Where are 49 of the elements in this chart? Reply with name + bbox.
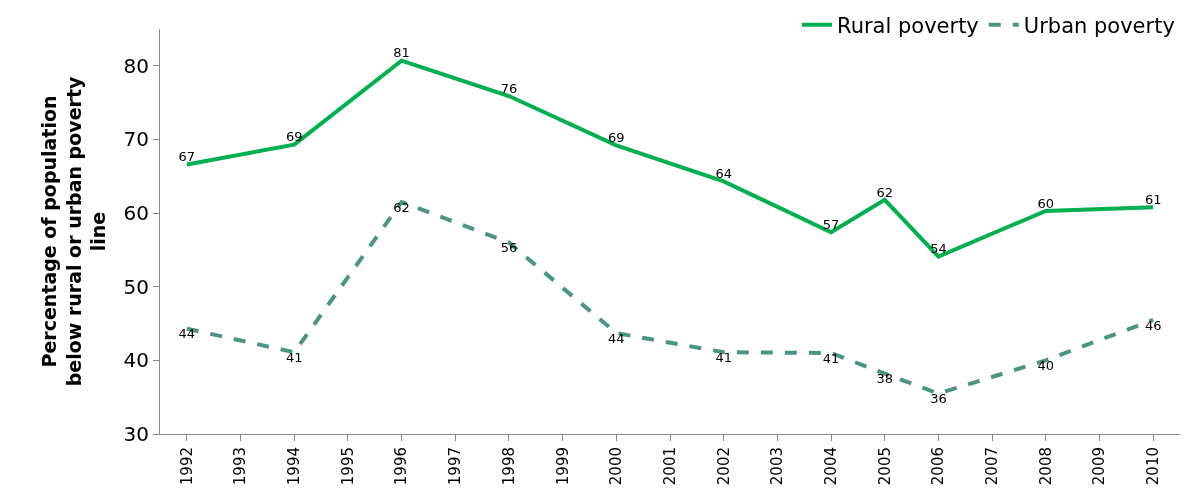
data-label: 57 [822,216,840,232]
data-label: 41 [822,350,840,366]
data-label: 69 [608,130,625,146]
data-label: 60 [1037,195,1055,211]
data-label: 40 [1037,358,1055,374]
data-label: 61 [1144,191,1162,207]
y-tick-label: 70 [123,127,149,152]
data-label: 67 [178,149,196,165]
data-label: 62 [876,184,894,200]
y-tick-label: 80 [123,53,149,78]
x-tick-label: 2000 [607,447,626,486]
data-label: 41 [285,350,303,366]
data-label: 36 [930,391,947,407]
x-tick-label: 1992 [177,447,196,486]
x-tick-label: 1994 [285,447,304,486]
x-tick-label: 1999 [553,447,572,486]
data-label: 41 [715,350,732,366]
data-label: 76 [500,80,518,96]
data-label: 64 [715,166,732,182]
y-tick-label: 50 [123,274,149,299]
y-tick-label: 40 [123,348,149,373]
legend-label: Rural poverty [837,14,979,39]
x-tick-label: 2004 [821,447,840,486]
x-tick-label: 1997 [446,447,465,486]
x-tick-label: 2008 [1036,447,1055,486]
data-label: 69 [285,129,303,145]
x-tick-label: 1998 [499,447,518,486]
x-tick-label: 2002 [714,447,733,486]
x-tick-label: 2006 [929,447,948,486]
data-label: 62 [393,199,410,215]
data-label: 44 [178,326,196,342]
x-tick-label: 2001 [660,447,679,486]
x-tick-label: 2003 [768,447,787,486]
data-label: 81 [393,45,410,61]
data-label: 38 [876,371,894,387]
data-label: 46 [1144,317,1162,333]
x-tick-label: 1996 [392,447,411,486]
x-tick-label: 2005 [875,447,894,486]
y-axis-title: Percentage of population below rural or urban poverty line [38,76,110,387]
data-label: 44 [608,330,625,346]
legend-label: Urban poverty [1023,14,1175,39]
x-tick-label: 2009 [1090,447,1109,486]
x-tick-label: 1993 [231,447,250,486]
x-tick-label: 2007 [982,447,1001,486]
y-tick-label: 60 [123,201,149,226]
data-label: 56 [500,240,518,256]
y-tick-label: 30 [123,422,149,446]
x-tick-label: 2010 [1144,447,1163,486]
x-tick-label: 1995 [338,447,357,486]
